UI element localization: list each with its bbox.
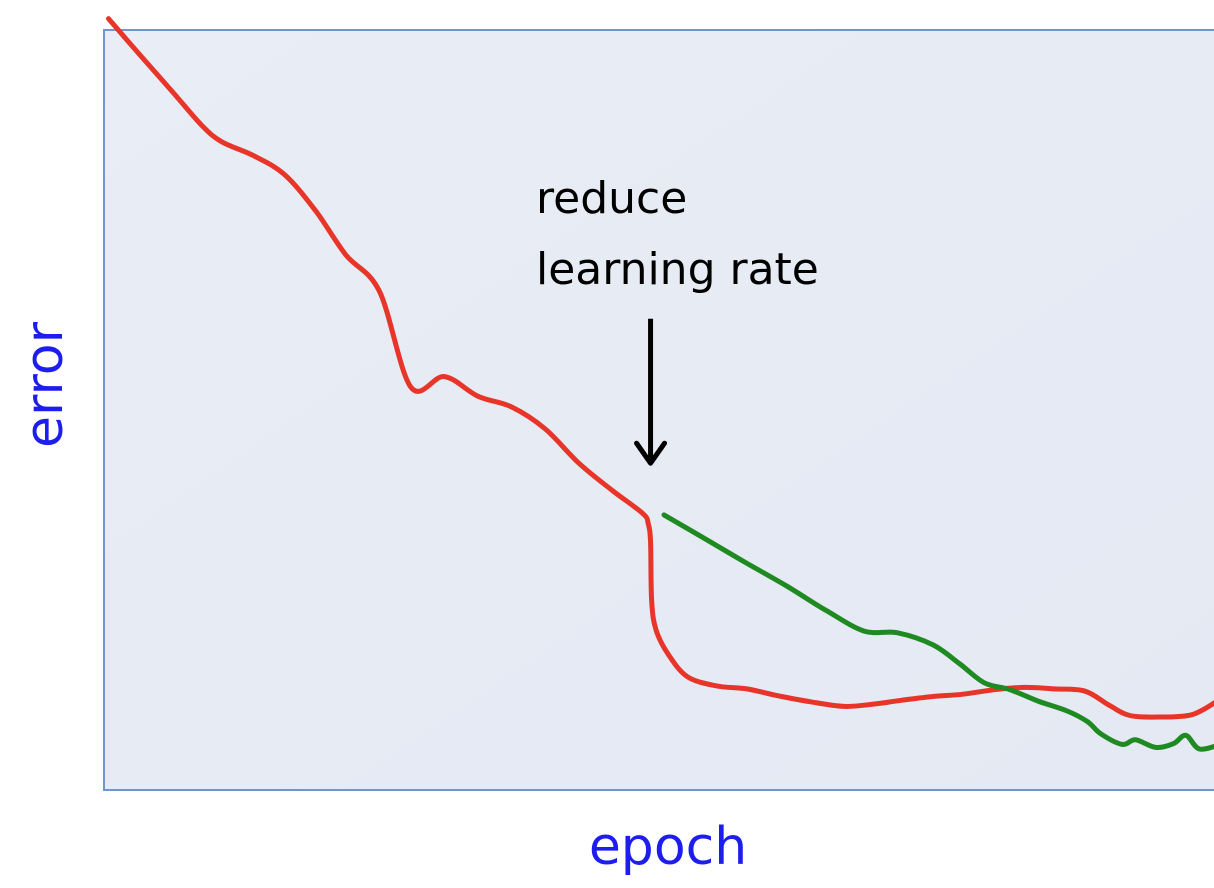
series-layer: [106, 16, 1214, 752]
plot-area: [103, 29, 1214, 791]
y-axis-label: error: [15, 321, 75, 448]
annotation-line-2: learning rate: [536, 244, 819, 295]
series-line-1: [106, 16, 1214, 720]
annotation-layer: reduce learning rate: [536, 173, 819, 466]
annotation-line-1: reduce: [536, 173, 687, 224]
x-axis-label: epoch: [589, 817, 747, 877]
series-line-2: [661, 512, 1214, 752]
annotation-arrow-head: [634, 440, 668, 466]
